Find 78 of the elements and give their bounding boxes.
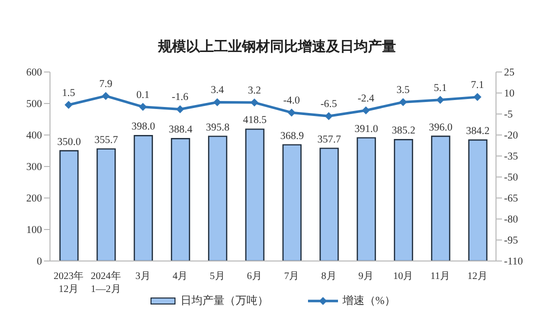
y2-tick-label: -95 bbox=[504, 236, 518, 247]
data-label: 0.1 bbox=[136, 90, 150, 101]
legend-label: 增速（%） bbox=[342, 294, 396, 308]
y-tick-label: 400 bbox=[26, 130, 42, 142]
point bbox=[324, 112, 333, 120]
bar bbox=[59, 150, 79, 261]
point bbox=[176, 105, 184, 114]
data-label: 391.0 bbox=[354, 124, 378, 135]
data-label: 385.2 bbox=[392, 126, 416, 137]
bar bbox=[134, 135, 153, 261]
bar bbox=[431, 136, 450, 261]
bar bbox=[468, 139, 488, 261]
x-tick-label: 11月 bbox=[430, 271, 450, 282]
data-label: 7.9 bbox=[99, 78, 112, 90]
bar bbox=[282, 144, 302, 261]
bar bbox=[170, 138, 190, 261]
data-label: 418.5 bbox=[243, 115, 267, 126]
data-label: 396.0 bbox=[428, 122, 452, 134]
data-label: 3.5 bbox=[396, 85, 410, 96]
point bbox=[362, 106, 370, 114]
bar bbox=[320, 148, 339, 261]
data-label: 1.5 bbox=[62, 88, 76, 99]
y2-tick-label: -50 bbox=[504, 172, 518, 184]
data-label: 368.9 bbox=[280, 130, 304, 142]
y2-tick-label: -20 bbox=[504, 130, 518, 142]
bar bbox=[394, 139, 414, 261]
data-label: 3.4 bbox=[210, 85, 225, 96]
x-tick-label: 3月 bbox=[135, 271, 150, 282]
data-label: -4.0 bbox=[283, 96, 300, 107]
point bbox=[138, 102, 147, 111]
data-label: 5.1 bbox=[434, 82, 447, 94]
y-tick-label: 200 bbox=[26, 194, 42, 205]
x-tick-label: 2024年 1—2月 bbox=[90, 270, 121, 295]
x-tick-label: 12月 bbox=[467, 271, 488, 282]
y-tick-label: 600 bbox=[26, 68, 42, 79]
x-tick-label: 6月 bbox=[246, 271, 262, 282]
y-tick-label: 0 bbox=[36, 256, 42, 268]
bar bbox=[208, 136, 228, 261]
data-label: 3.2 bbox=[248, 86, 261, 97]
point bbox=[473, 93, 482, 102]
data-label: 355.7 bbox=[94, 134, 118, 146]
data-label: 395.8 bbox=[206, 122, 230, 134]
bar bbox=[96, 148, 116, 261]
y2-tick-label: -35 bbox=[504, 152, 518, 163]
data-label: 7.1 bbox=[470, 80, 484, 92]
data-label: -1.6 bbox=[172, 92, 188, 104]
data-label: 357.7 bbox=[317, 134, 341, 146]
y-tick-label: 500 bbox=[26, 99, 42, 110]
data-label: 388.4 bbox=[168, 124, 194, 136]
x-tick-label: 5月 bbox=[210, 271, 225, 282]
point bbox=[288, 108, 296, 117]
x-tick-label: 9月 bbox=[358, 271, 374, 282]
chart-title: 规模以上工业钢材同比增速及日均产量 bbox=[156, 38, 397, 57]
point bbox=[102, 92, 110, 100]
y-tick-label: 300 bbox=[26, 162, 42, 174]
y2-tick-label: -65 bbox=[504, 194, 518, 205]
data-label: -2.4 bbox=[358, 93, 375, 104]
x-tick-label: 7月 bbox=[284, 271, 300, 282]
y2-tick-label: 25 bbox=[504, 68, 514, 79]
bar bbox=[245, 128, 264, 261]
y2-tick-label: -110 bbox=[504, 256, 523, 268]
y-tick-label: 100 bbox=[26, 225, 42, 236]
x-tick-label: 2023年 12月 bbox=[54, 270, 84, 295]
data-label: -6.5 bbox=[320, 99, 338, 110]
point bbox=[399, 98, 408, 106]
legend-label: 日均产量（万吨） bbox=[180, 294, 268, 308]
y2-tick-label: -5 bbox=[504, 110, 513, 121]
point bbox=[64, 100, 73, 109]
data-label: 350.0 bbox=[57, 136, 81, 148]
y2-tick-label: 10 bbox=[504, 88, 514, 100]
y2-tick-label: -80 bbox=[504, 214, 518, 226]
data-label: 398.0 bbox=[132, 122, 156, 133]
bar bbox=[356, 137, 376, 261]
data-label: 384.2 bbox=[466, 126, 490, 137]
x-tick-label: 4月 bbox=[172, 271, 188, 282]
x-tick-label: 8月 bbox=[321, 271, 336, 282]
point bbox=[436, 96, 444, 104]
x-tick-label: 10月 bbox=[393, 271, 414, 282]
